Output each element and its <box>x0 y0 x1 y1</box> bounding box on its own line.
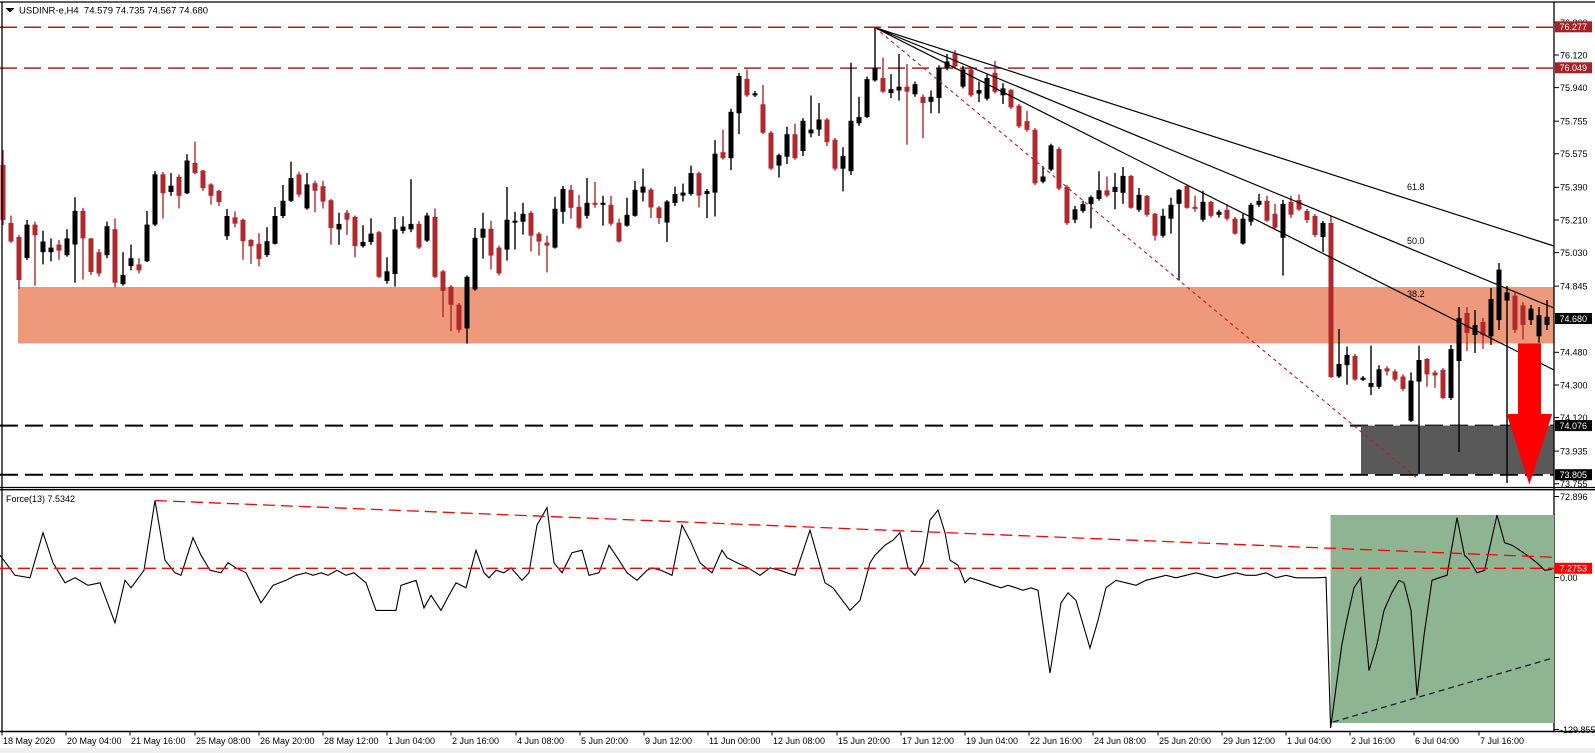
svg-text:7 Jul 16:00: 7 Jul 16:00 <box>1480 736 1524 746</box>
svg-text:1 Jun 04:00: 1 Jun 04:00 <box>388 736 435 746</box>
svg-text:1 Jul 04:00: 1 Jul 04:00 <box>1287 736 1331 746</box>
svg-text:7.2753: 7.2753 <box>1560 564 1588 574</box>
svg-text:73.755: 73.755 <box>1560 479 1588 489</box>
svg-text:-129.855: -129.855 <box>1560 725 1595 735</box>
svg-text:29 Jun 12:00: 29 Jun 12:00 <box>1223 736 1275 746</box>
svg-text:74.120: 74.120 <box>1560 413 1588 423</box>
svg-text:75.755: 75.755 <box>1560 117 1588 127</box>
svg-text:50.0: 50.0 <box>1407 236 1425 246</box>
svg-text:4 Jun 08:00: 4 Jun 08:00 <box>517 736 564 746</box>
svg-text:75.390: 75.390 <box>1560 183 1588 193</box>
svg-text:17 Jun 12:00: 17 Jun 12:00 <box>902 736 954 746</box>
svg-text:5 Jun 20:00: 5 Jun 20:00 <box>581 736 628 746</box>
svg-text:11 Jun 00:00: 11 Jun 00:00 <box>709 736 760 746</box>
svg-text:0.00: 0.00 <box>1560 573 1578 583</box>
svg-text:26 May 20:00: 26 May 20:00 <box>260 736 315 746</box>
svg-text:USDINR-e,H4 74.579 74.735 74.: USDINR-e,H4 74.579 74.735 74.567 74.680 <box>19 6 208 17</box>
svg-text:76.120: 76.120 <box>1560 50 1588 60</box>
svg-text:9 Jun 12:00: 9 Jun 12:00 <box>645 736 692 746</box>
svg-text:2 Jul 16:00: 2 Jul 16:00 <box>1351 736 1395 746</box>
svg-text:74.076: 74.076 <box>1560 421 1588 431</box>
svg-text:74.845: 74.845 <box>1560 282 1588 292</box>
svg-text:76.049: 76.049 <box>1560 63 1588 73</box>
svg-text:28 May 12:00: 28 May 12:00 <box>324 736 379 746</box>
svg-text:38.2: 38.2 <box>1407 289 1425 299</box>
svg-text:75.575: 75.575 <box>1560 149 1588 159</box>
svg-text:22 Jun 16:00: 22 Jun 16:00 <box>1030 736 1082 746</box>
svg-text:20 May 04:00: 20 May 04:00 <box>67 736 122 746</box>
svg-text:74.300: 74.300 <box>1560 380 1588 390</box>
svg-text:25 May 08:00: 25 May 08:00 <box>196 736 251 746</box>
svg-text:72.896: 72.896 <box>1560 492 1588 502</box>
svg-text:21 May 16:00: 21 May 16:00 <box>131 736 186 746</box>
svg-text:61.8: 61.8 <box>1407 182 1425 192</box>
svg-text:74.480: 74.480 <box>1560 348 1588 358</box>
svg-text:73.935: 73.935 <box>1560 447 1588 457</box>
svg-text:75.030: 75.030 <box>1560 248 1588 258</box>
svg-text:2 Jun 16:00: 2 Jun 16:00 <box>452 736 499 746</box>
svg-text:24 Jun 08:00: 24 Jun 08:00 <box>1094 736 1146 746</box>
svg-text:15 Jun 20:00: 15 Jun 20:00 <box>838 736 890 746</box>
svg-text:76.277: 76.277 <box>1560 22 1588 32</box>
svg-text:75.940: 75.940 <box>1560 83 1588 93</box>
svg-text:73.805: 73.805 <box>1560 470 1588 480</box>
svg-text:74.680: 74.680 <box>1560 314 1588 324</box>
svg-text:18 May 2020: 18 May 2020 <box>3 736 55 746</box>
svg-text:6 Jul 04:00: 6 Jul 04:00 <box>1415 736 1459 746</box>
svg-text:12 Jun 08:00: 12 Jun 08:00 <box>773 736 825 746</box>
svg-text:Force(13) 7.5342: Force(13) 7.5342 <box>6 494 75 504</box>
svg-text:25 Jun 20:00: 25 Jun 20:00 <box>1159 736 1211 746</box>
svg-text:75.210: 75.210 <box>1560 215 1588 225</box>
svg-text:19 Jun 04:00: 19 Jun 04:00 <box>966 736 1018 746</box>
